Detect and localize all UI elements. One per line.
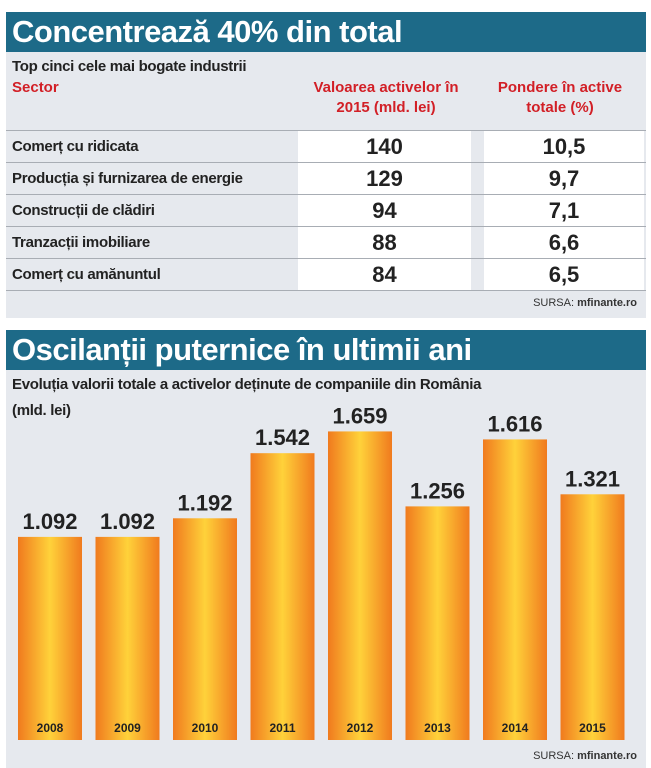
table-title: Concentrează 40% din total	[6, 12, 646, 52]
bar-2013	[405, 506, 470, 740]
value-cell: 94	[298, 195, 471, 226]
sector-name: Producția și furnizarea de energie	[12, 170, 243, 187]
share-cell: 6,5	[484, 259, 644, 290]
x-tick-label: 2011	[269, 721, 295, 735]
x-tick-label: 2009	[114, 721, 141, 735]
table-source: SURSA: mfinante.ro	[533, 297, 637, 309]
bar-2015	[560, 494, 625, 740]
bar-value-label: 1.321	[565, 466, 620, 491]
col-header-sector: Sector	[12, 79, 59, 96]
x-tick-label: 2014	[502, 721, 529, 735]
sector-name: Comerț cu amănuntul	[12, 266, 161, 283]
sector-name: Tranzacții imobiliare	[12, 234, 150, 251]
table-row: Construcții de clădiri 94 7,1	[6, 194, 646, 226]
bar-value-label: 1.092	[22, 509, 77, 534]
bar-2008	[18, 536, 82, 740]
x-tick-label: 2010	[192, 721, 219, 735]
share-cell: 6,6	[484, 227, 644, 258]
bar-value-label: 1.192	[177, 490, 232, 515]
bar-2011	[250, 453, 315, 740]
share-cell: 7,1	[484, 195, 644, 226]
bar-2009	[95, 536, 160, 740]
col-header-value: Valoarea activelor în 2015 (mld. lei)	[313, 79, 459, 116]
table-row: Tranzacții imobiliare 88 6,6	[6, 226, 646, 258]
sector-name: Construcții de clădiri	[12, 202, 155, 219]
value-cell: 140	[298, 131, 471, 162]
chart-source: SURSA: mfinante.ro	[533, 750, 637, 762]
bar-value-label: 1.542	[255, 425, 310, 450]
chart-title: Oscilanții puternice în ultimii ani	[6, 330, 646, 370]
value-cell: 84	[298, 259, 471, 290]
value-cell: 129	[298, 163, 471, 194]
bar-value-label: 1.256	[410, 478, 465, 503]
value-cell: 88	[298, 227, 471, 258]
bar-2012	[328, 431, 392, 740]
table-subtitle: Top cinci cele mai bogate industrii	[12, 58, 247, 75]
chart-unit-label: (mld. lei)	[12, 402, 71, 419]
table-row: Comerț cu amănuntul 84 6,5	[6, 258, 646, 290]
x-tick-label: 2012	[347, 721, 374, 735]
chart-subtitle: Evoluția valorii totale a activelor deți…	[12, 376, 482, 393]
table-row: Comerț cu ridicata 140 10,5	[6, 130, 646, 162]
table-bottom-rule	[6, 290, 646, 291]
bar-2014	[483, 439, 547, 740]
bar-value-label: 1.092	[100, 509, 155, 534]
share-cell: 9,7	[484, 163, 644, 194]
share-cell: 10,5	[484, 131, 644, 162]
table-row: Producția și furnizarea de energie 129 9…	[6, 162, 646, 194]
bar-2010	[173, 518, 237, 740]
bar-value-label: 1.616	[487, 411, 542, 436]
sector-name: Comerț cu ridicata	[12, 138, 139, 155]
x-tick-label: 2008	[37, 721, 64, 735]
x-tick-label: 2015	[579, 721, 606, 735]
col-header-share: Pondere în active totale (%)	[497, 79, 623, 116]
x-tick-label: 2013	[424, 721, 451, 735]
bar-value-label: 1.659	[332, 403, 387, 428]
